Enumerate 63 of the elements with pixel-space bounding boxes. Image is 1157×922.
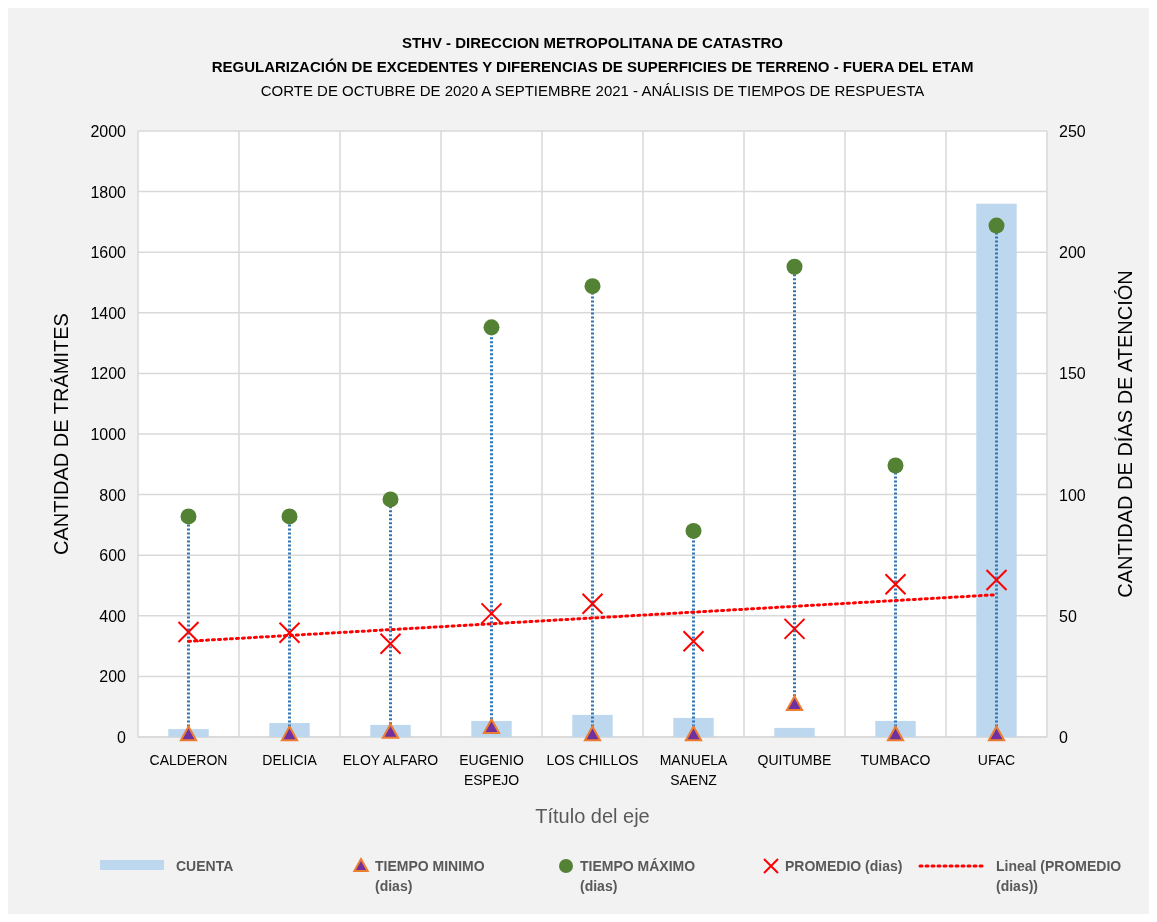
x-tick-label: QUITUMBE: [757, 752, 832, 768]
x-tick-label: TUMBACO: [860, 752, 931, 768]
point: [180, 508, 197, 525]
point: [281, 508, 298, 525]
y-tick-label: 1000: [90, 426, 127, 443]
legend-label: TIEMPO MINIMO (dias): [375, 858, 485, 894]
legend-label: PROMEDIO (dias): [785, 858, 903, 874]
point: [581, 592, 604, 615]
point: [483, 319, 500, 336]
point: [685, 522, 702, 539]
y-tick-label: 200: [99, 668, 127, 686]
point: [584, 278, 601, 295]
bar: [976, 203, 1017, 737]
x-tick-label: LOS CHILLOS: [546, 752, 639, 768]
point: [785, 695, 804, 711]
y-tick-label: 1600: [90, 244, 127, 262]
point: [179, 725, 198, 742]
y2-axis-title: CANTIDAD DE DÍAS DE ATENCIÓN: [1114, 270, 1136, 598]
x-tick-label: CALDERON: [149, 752, 228, 768]
point: [177, 621, 200, 644]
chart-subtitle: CORTE DE OCTUBRE DE 2020 A SEPTIEMBRE 2021 - ANÁLISIS DE TIEMPOS DE RESPUESTA: [260, 82, 925, 99]
y2-tick-label: 250: [1059, 123, 1086, 140]
point: [682, 630, 705, 653]
y2-tick-label: 50: [1059, 607, 1077, 625]
x-tick-label: DELICIA: [262, 752, 318, 768]
point: [886, 725, 905, 742]
y-tick-label: 1800: [90, 183, 127, 201]
y-tick-label: 2000: [90, 123, 127, 140]
point: [987, 725, 1006, 742]
y2-tick-label: 100: [1059, 486, 1086, 504]
point: [381, 723, 400, 739]
x-tick-label: MANUELA SAENZ: [659, 752, 728, 788]
bar: [774, 727, 815, 737]
point: [786, 258, 803, 275]
legend-label: Lineal (PROMEDIO (dias)): [996, 858, 1122, 894]
x-tick-label: ELOY ALFARO: [342, 752, 439, 768]
y-tick-label: 1200: [90, 365, 127, 383]
point: [382, 491, 399, 508]
legend-label: CUENTA: [176, 858, 234, 874]
point: [280, 725, 299, 742]
y2-tick-label: 150: [1059, 365, 1086, 383]
x-tick-label: EUGENIO ESPEJO: [459, 752, 524, 788]
y-tick-label: 1400: [90, 304, 127, 322]
point: [985, 568, 1008, 591]
y2-tick-label: 0: [1059, 729, 1068, 746]
point: [480, 602, 503, 625]
point: [482, 718, 501, 734]
chart-title: STHV - DIRECCION METROPOLITANA DE CATASTRO REGULARIZACIÓN DE EXCEDENTES Y DIFERENCIAS DE SUPERFICIES DE TERRENO - FUERA DEL ETAM: [211, 34, 974, 75]
point: [278, 621, 301, 644]
point: [379, 632, 402, 655]
x-axis-title: Título del eje: [535, 805, 650, 827]
point: [988, 217, 1005, 234]
legend-label: TIEMPO MÁXIMO (dias): [580, 858, 696, 894]
y-tick-label: 0: [117, 729, 127, 746]
x-tick-label: UFAC: [977, 752, 1016, 768]
point: [887, 457, 904, 474]
y-tick-label: 600: [99, 547, 127, 565]
y-axis-title: CANTIDAD DE TRÁMITES: [50, 313, 72, 555]
point: [783, 617, 806, 640]
point: [884, 573, 907, 596]
y-tick-label: 800: [99, 486, 127, 504]
y-tick-label: 400: [99, 607, 127, 625]
y2-tick-label: 200: [1059, 244, 1086, 262]
